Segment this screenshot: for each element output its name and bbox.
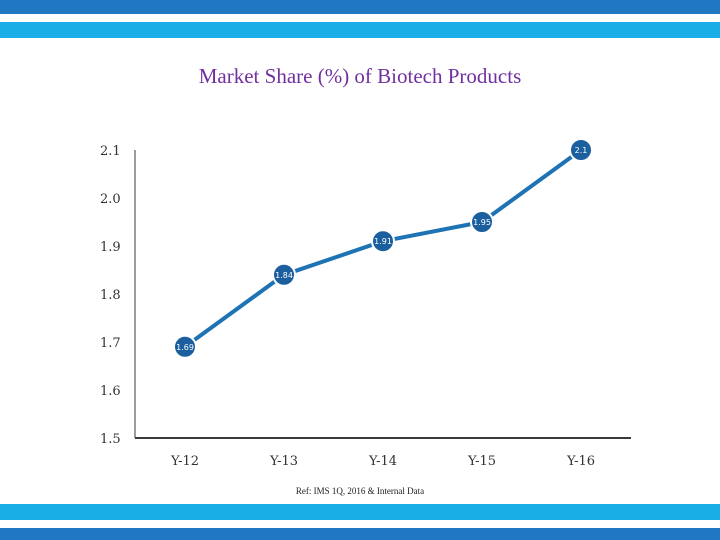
data-point: 2.1	[569, 138, 593, 162]
data-point-label: 2.1	[575, 146, 588, 155]
data-point-marker	[371, 229, 395, 254]
data-point: 1.91	[371, 229, 395, 254]
data-point: 1.95	[470, 210, 494, 234]
reference-note: Ref: IMS 1Q, 2016 & Internal Data	[295, 486, 425, 496]
data-point-marker	[470, 210, 494, 234]
data-point-label: 1.95	[473, 218, 491, 227]
top-band-dark	[0, 0, 720, 14]
data-point-label: 1.84	[275, 271, 293, 280]
chart-title: Market Share (%) of Biotech Products	[198, 64, 522, 88]
y-tick-label: 1.6	[100, 384, 121, 399]
y-tick-label: 1.9	[100, 240, 121, 255]
top-band-light	[0, 22, 720, 38]
data-point: 1.69	[173, 334, 197, 359]
x-tick-label: Y-14	[368, 454, 397, 469]
x-tick-label: Y-15	[467, 454, 496, 469]
y-tick-label: 2.1	[100, 144, 121, 159]
data-point-label: 1.69	[176, 343, 194, 352]
y-tick-label: 1.5	[100, 432, 121, 447]
y-tick-label: 2.0	[100, 192, 121, 207]
data-point-marker	[569, 138, 593, 162]
data-point-label: 1.91	[374, 237, 392, 246]
x-tick-label: Y-16	[566, 454, 595, 469]
x-tick-label: Y-12	[170, 454, 199, 469]
y-tick-label: 1.7	[100, 336, 121, 351]
bottom-band-light	[0, 504, 720, 520]
data-point: 1.84	[272, 262, 296, 287]
x-tick-label: Y-13	[269, 454, 298, 469]
data-point-marker	[173, 334, 197, 359]
y-tick-label: 1.8	[100, 288, 121, 303]
bottom-band-dark	[0, 528, 720, 540]
data-point-marker	[272, 262, 296, 287]
